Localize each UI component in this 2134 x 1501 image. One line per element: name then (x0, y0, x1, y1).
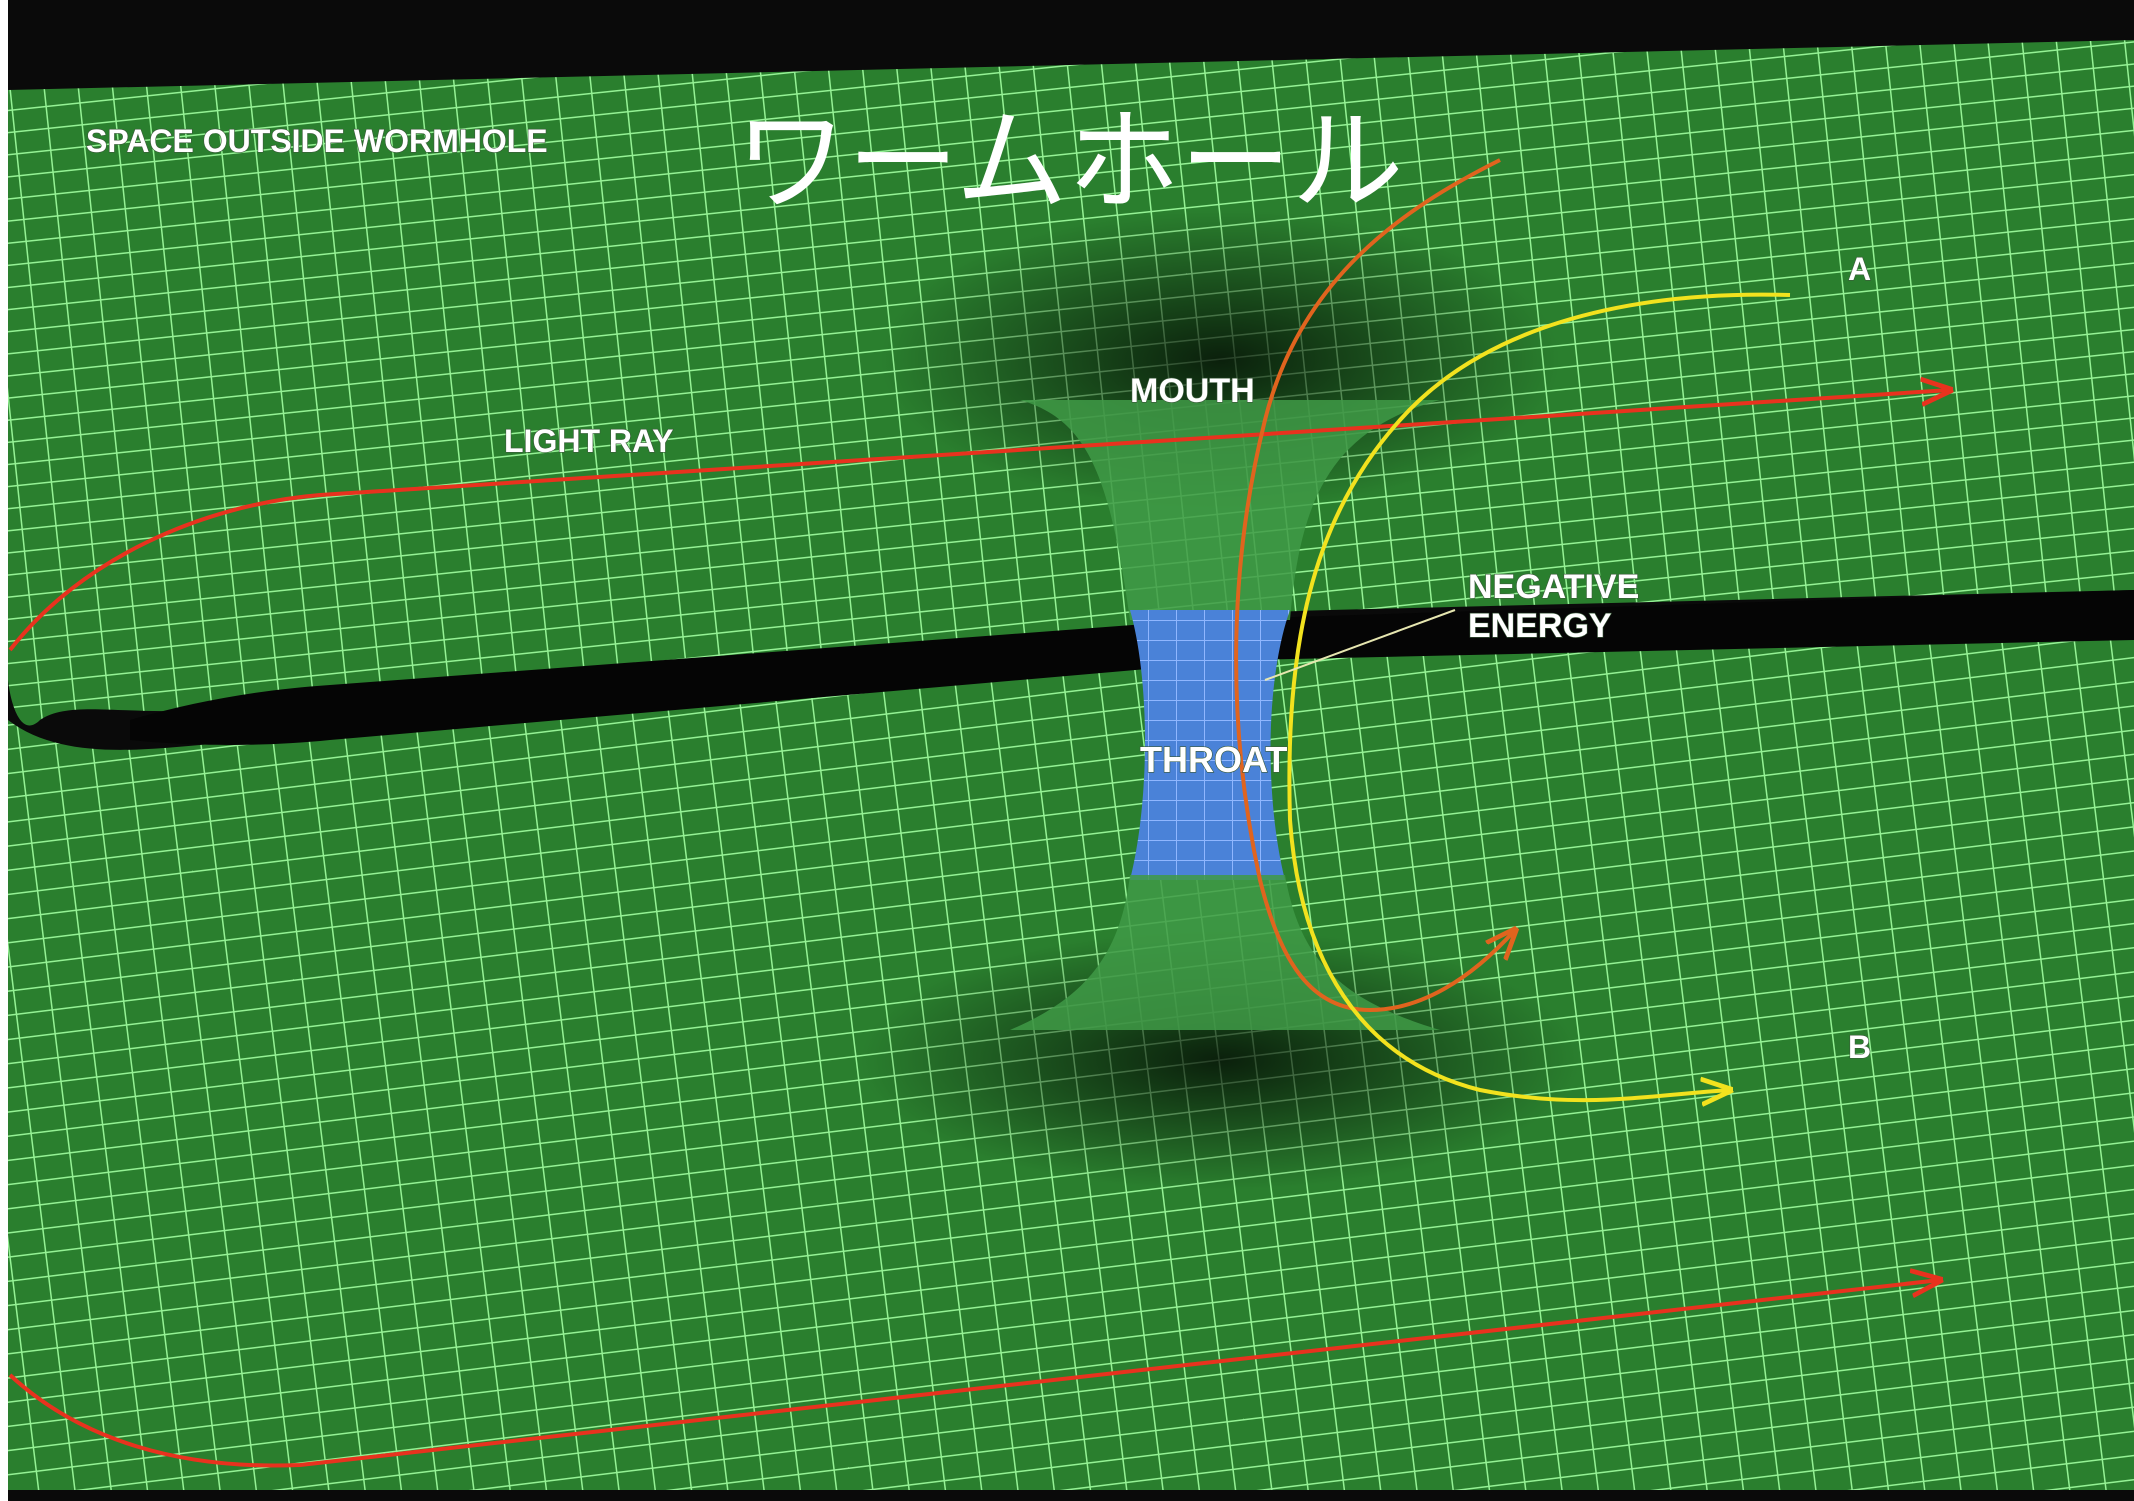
label-a: A (1848, 251, 1871, 287)
label-energy: ENERGY (1468, 607, 1612, 645)
yellow-path (1287, 292, 1791, 1101)
wormhole-throat (1130, 610, 1290, 880)
label-throat: THROAT (1140, 739, 1287, 780)
label-b: B (1848, 1029, 1871, 1065)
negative-energy-pointer (1264, 609, 1456, 681)
label-light-ray: LIGHT RAY (504, 423, 674, 459)
upper-dip-shading (880, 210, 1560, 510)
label-negative: NEGATIVE (1468, 568, 1639, 606)
label-space-outside: SPACE OUTSIDE WORMHOLE (86, 123, 548, 159)
light-ray-lower (8, 1280, 1940, 1468)
light-ray-upper (8, 390, 1950, 652)
wormhole-lower-funnel (1010, 875, 1440, 1030)
sheet-gap (130, 590, 2134, 745)
lower-dip-shading (860, 930, 1580, 1190)
page-title: ワームホール (735, 97, 1404, 227)
orange-path (1234, 158, 1515, 1013)
wormhole-mouth-funnel (1020, 400, 1440, 620)
label-mouth: MOUTH (1130, 372, 1255, 410)
